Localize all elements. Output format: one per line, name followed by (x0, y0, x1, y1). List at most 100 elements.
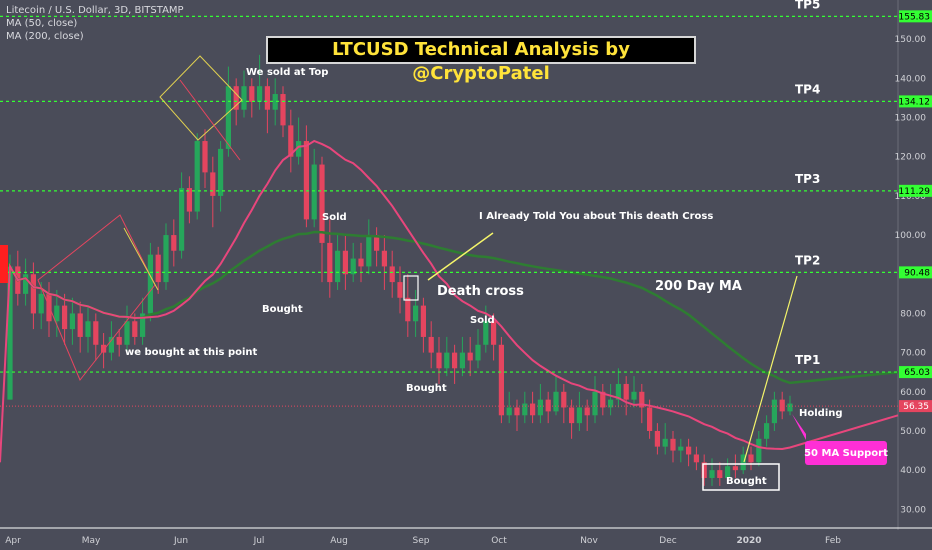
candle-body (717, 470, 723, 478)
candle-body (69, 313, 75, 330)
bought-box (702, 463, 780, 491)
target-price-label: 90.48 (904, 268, 930, 278)
candle-body (397, 282, 403, 298)
annotation-bought: Bought (726, 476, 767, 487)
candle-body (732, 466, 738, 471)
candle-body (147, 254, 153, 314)
y-tick-label: 60.00 (900, 388, 926, 398)
candle-body (530, 403, 536, 416)
legend-ma200[interactable]: MA (200, close) (6, 31, 84, 42)
annotation-bought: Bought (262, 304, 303, 315)
death-cross-arrow (427, 232, 494, 281)
y-tick-label: 30.00 (900, 505, 926, 515)
left-marker (0, 245, 8, 283)
target-price-tag (899, 366, 932, 379)
candle-body (350, 258, 356, 275)
y-tick-label: 110.00 (895, 192, 927, 202)
y-tick-label: 140.00 (895, 74, 927, 84)
target-name: TP2 (795, 253, 820, 267)
candle-body (116, 336, 122, 345)
candle-body (210, 172, 216, 196)
candle-body (225, 86, 231, 149)
candle-body (342, 250, 348, 275)
candle-body (639, 391, 645, 408)
candle-body (420, 305, 426, 337)
y-tick-label: 150.00 (895, 35, 927, 45)
annotation-holding: Holding (799, 408, 843, 419)
candle-body (787, 403, 793, 412)
candle-body (280, 94, 286, 126)
candle-body (506, 407, 512, 416)
candle-body (522, 403, 528, 416)
candle-body (405, 297, 411, 322)
y-tick-label: 50.00 (900, 427, 926, 437)
channel-top (159, 55, 243, 141)
x-tick-label: Oct (491, 536, 507, 546)
candle-body (545, 399, 551, 412)
annotation-200ma: 200 Day MA (655, 279, 742, 294)
x-tick-label: Apr (5, 536, 21, 546)
target-price-label: 155.83 (899, 12, 931, 22)
x-tick-label: Jul (253, 536, 265, 546)
candle-body (93, 321, 99, 345)
candle-body (249, 86, 255, 102)
candle-body (623, 383, 629, 400)
candle-body (569, 407, 575, 424)
candle-body (85, 321, 91, 337)
candle-body (101, 344, 107, 353)
candle-body (218, 148, 224, 196)
candle-body (584, 407, 590, 416)
candle-body (553, 391, 559, 412)
candle-body (389, 266, 395, 283)
candle-body (327, 242, 333, 283)
candle-body (358, 258, 364, 267)
current-price-label: 56.35 (903, 402, 929, 412)
candle-body (171, 235, 177, 251)
candle-body (631, 391, 637, 400)
target-price-tag (899, 184, 932, 197)
candle-body (537, 399, 543, 416)
candle-body (428, 336, 434, 353)
candle-body (38, 293, 44, 314)
x-tick-label: Dec (659, 536, 676, 546)
candle-body (756, 438, 762, 463)
tp2-arrow (743, 275, 798, 463)
candle-body (30, 274, 36, 314)
candle-body (186, 188, 192, 212)
candle-body (709, 470, 715, 478)
candle-body (693, 454, 699, 463)
candle-body (233, 86, 239, 110)
candle-body (132, 321, 138, 337)
target-name: TP1 (795, 353, 820, 367)
target-price-label: 111.29 (899, 187, 931, 197)
x-tick-label: Nov (580, 536, 598, 546)
y-tick-label: 120.00 (895, 153, 927, 163)
candle-body (194, 141, 200, 212)
candle-body (779, 399, 785, 412)
candle-body (670, 438, 676, 451)
candle-body (491, 321, 497, 345)
candle-body (288, 125, 294, 157)
candle-body (608, 399, 614, 408)
legend-ma50[interactable]: MA (50, close) (6, 18, 78, 29)
candle-body (108, 336, 114, 353)
candle-body (77, 313, 83, 337)
candle-body (436, 352, 442, 369)
candle-body (140, 313, 146, 337)
candle-body (592, 391, 598, 416)
candle-body (202, 141, 208, 173)
candle-body (686, 446, 692, 455)
target-price-tag (899, 95, 932, 108)
candle-body (654, 430, 660, 447)
x-tick-label: 2020 (736, 536, 761, 546)
trend-line (179, 79, 241, 161)
candle-body (725, 466, 731, 478)
ma50-line (0, 139, 899, 463)
x-tick-label: Jun (173, 536, 188, 546)
channel-left (37, 214, 156, 381)
target-name: TP4 (795, 82, 820, 96)
candle-body (272, 94, 278, 110)
candle-body (576, 407, 582, 424)
